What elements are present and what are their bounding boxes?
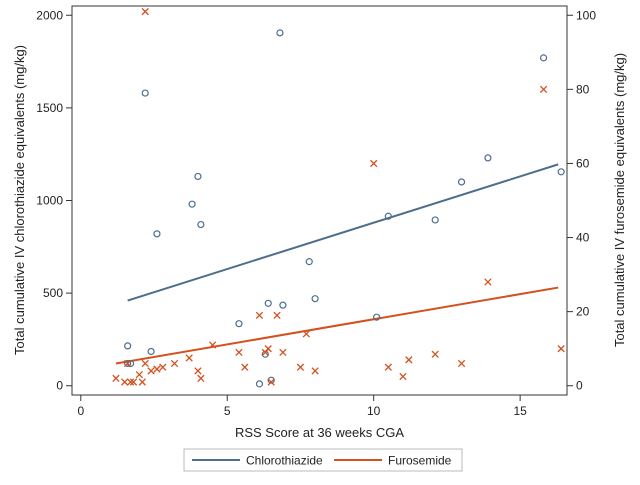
fit-line-furosemide xyxy=(115,286,559,365)
data-point-furosemide xyxy=(208,341,217,349)
data-point-chlorothiazide xyxy=(557,168,565,176)
data-point-chlorothiazide xyxy=(124,342,132,350)
data-point-chlorothiazide xyxy=(197,220,205,229)
data-point-furosemide xyxy=(264,345,272,353)
data-point-furosemide xyxy=(197,374,205,382)
data-point-furosemide xyxy=(296,363,305,371)
fit-lines xyxy=(115,163,559,365)
data-point-chlorothiazide xyxy=(279,301,287,309)
data-point-furosemide xyxy=(170,359,179,368)
data-point-chlorothiazide xyxy=(305,258,313,266)
data-point-chlorothiazide xyxy=(457,178,466,186)
data-point-furosemide xyxy=(194,367,202,375)
data-point-chlorothiazide xyxy=(124,359,132,368)
data-point-chlorothiazide xyxy=(311,295,319,303)
data-point-furosemide xyxy=(141,359,149,368)
data-point-furosemide xyxy=(457,359,466,368)
x-tick-label: 5 xyxy=(224,404,231,418)
legend: Chlorothiazide Furosemide xyxy=(183,448,463,472)
data-point-furosemide xyxy=(405,356,413,364)
y-left-tick-label: 1000 xyxy=(36,194,63,208)
axes: 0 5 10 15 0 500 1000 1500 2000 0 20 40 60 80 100 xyxy=(36,8,596,418)
data-point-furosemide xyxy=(539,85,548,94)
data-point-furosemide xyxy=(311,367,319,375)
data-point-furosemide xyxy=(484,278,492,286)
y-right-tick-label: 20 xyxy=(576,305,590,319)
data-point-furosemide xyxy=(153,365,161,373)
plot-area xyxy=(71,5,568,396)
data-point-furosemide xyxy=(557,345,565,353)
y-left-tick-label: 1500 xyxy=(36,101,63,115)
data-point-furosemide xyxy=(431,350,439,358)
y-right-tick-label: 40 xyxy=(576,231,590,245)
legend-label-chlorothiazide: Chlorothiazide xyxy=(246,454,323,468)
data-point-chlorothiazide xyxy=(255,380,264,388)
data-point-furosemide xyxy=(370,159,378,168)
data-point-furosemide xyxy=(384,363,392,371)
data-point-furosemide xyxy=(121,378,129,386)
data-point-chlorothiazide xyxy=(539,54,548,62)
data-point-chlorothiazide xyxy=(373,313,381,321)
x-tick-label: 15 xyxy=(513,404,527,418)
y-right-tick-label: 60 xyxy=(576,156,590,170)
data-point-furosemide xyxy=(235,348,243,357)
y-axis-right-label: Total cumulative IV furosemide equivalen… xyxy=(612,53,627,347)
data-point-furosemide xyxy=(135,370,144,379)
data-point-furosemide xyxy=(138,378,146,386)
data-point-chlorothiazide xyxy=(235,320,243,328)
y-left-tick-label: 2000 xyxy=(36,8,63,22)
data-point-chlorothiazide xyxy=(384,212,392,220)
data-point-furosemide xyxy=(255,311,264,320)
y-right-tick-label: 0 xyxy=(576,379,583,393)
data-markers xyxy=(112,7,565,388)
x-axis-label: RSS Score at 36 weeks CGA xyxy=(235,425,404,440)
data-point-chlorothiazide xyxy=(153,230,161,238)
data-point-furosemide xyxy=(399,372,407,381)
y-axis-left-label: Total cumulative IV chlorothiazide equiv… xyxy=(12,45,27,355)
data-point-chlorothiazide xyxy=(194,172,202,181)
y-left-tick-label: 0 xyxy=(56,379,63,393)
data-point-furosemide xyxy=(112,374,120,382)
y-right-tick-label: 80 xyxy=(576,82,590,96)
legend-label-furosemide: Furosemide xyxy=(388,454,452,468)
data-point-chlorothiazide xyxy=(484,154,492,162)
data-point-chlorothiazide xyxy=(141,89,149,97)
data-point-chlorothiazide xyxy=(264,299,272,307)
data-point-furosemide xyxy=(141,7,149,16)
data-point-furosemide xyxy=(123,359,132,368)
data-point-chlorothiazide xyxy=(431,216,439,224)
data-point-furosemide xyxy=(279,348,287,357)
data-point-furosemide xyxy=(267,378,275,386)
data-point-furosemide xyxy=(126,378,135,386)
data-point-chlorothiazide xyxy=(267,376,275,384)
data-point-furosemide xyxy=(147,367,155,375)
y-left-tick-label: 500 xyxy=(43,286,63,300)
data-point-furosemide xyxy=(302,330,310,338)
data-point-furosemide xyxy=(159,363,167,371)
fit-line-chlorothiazide xyxy=(127,163,559,302)
data-point-furosemide xyxy=(185,354,193,362)
data-point-chlorothiazide xyxy=(276,29,284,37)
data-point-furosemide xyxy=(241,363,249,371)
y-right-tick-label: 100 xyxy=(576,8,596,22)
x-tick-label: 0 xyxy=(77,404,84,418)
x-tick-label: 10 xyxy=(367,404,381,418)
data-point-furosemide xyxy=(129,378,138,386)
data-point-furosemide xyxy=(273,311,281,320)
data-point-chlorothiazide xyxy=(147,347,155,356)
legend-box xyxy=(183,448,463,472)
data-point-chlorothiazide xyxy=(188,200,196,208)
